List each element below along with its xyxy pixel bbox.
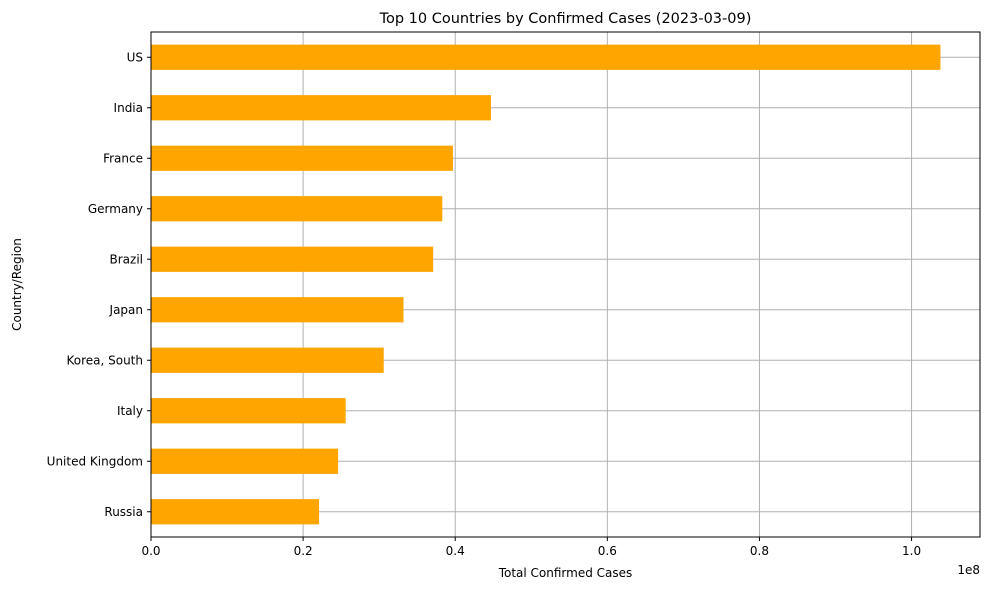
x-tick-label: 0.6 xyxy=(598,544,617,558)
bar xyxy=(151,44,941,70)
bars xyxy=(151,44,941,525)
x-tick-label: 0.4 xyxy=(446,544,465,558)
bar xyxy=(151,347,384,373)
x-tick-label: 0.2 xyxy=(294,544,313,558)
y-tick-label: Italy xyxy=(117,404,143,418)
bar xyxy=(151,95,491,121)
y-tick-label: France xyxy=(103,151,143,165)
y-tick-label: India xyxy=(114,101,143,115)
x-tick-label: 1.0 xyxy=(902,544,921,558)
bar xyxy=(151,145,453,171)
plot-frame xyxy=(150,31,981,538)
chart-title: Top 10 Countries by Confirmed Cases (202… xyxy=(379,11,752,27)
bar xyxy=(151,246,434,272)
bar xyxy=(151,499,320,525)
y-tick-label: Japan xyxy=(109,303,143,317)
y-tick-label: Brazil xyxy=(110,252,144,266)
y-tick-label: US xyxy=(127,50,143,64)
x-tick-label: 0.8 xyxy=(750,544,769,558)
y-tick-label: Germany xyxy=(88,202,143,216)
x-axis-scale-label: 1e8 xyxy=(957,563,980,577)
y-tick-label: Russia xyxy=(104,505,143,519)
bar xyxy=(151,196,443,222)
bar xyxy=(151,448,339,474)
bar xyxy=(151,398,346,424)
x-tick-label: 0.0 xyxy=(141,544,160,558)
y-axis-title: Country/Region xyxy=(10,238,24,331)
x-axis-title: Total Confirmed Cases xyxy=(498,566,633,580)
bar xyxy=(151,297,404,323)
ticks: 0.0 0.2 0.4 0.6 0.8 1.0 US India France Germany Br… xyxy=(47,50,921,558)
y-tick-label: United Kingdom xyxy=(47,454,143,468)
y-tick-label: Korea, South xyxy=(66,353,143,367)
